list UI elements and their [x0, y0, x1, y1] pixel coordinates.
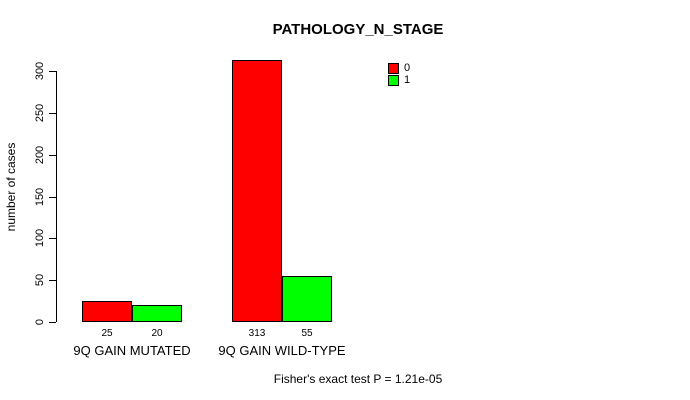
y-axis-tick-label: 200 — [34, 145, 46, 164]
legend-item: 1 — [388, 75, 410, 86]
y-axis-tick-label: 0 — [34, 318, 46, 326]
y-axis-tick — [49, 197, 56, 198]
y-axis-tick — [49, 280, 56, 281]
y-axis-line — [56, 71, 57, 322]
y-axis-tick-label: 300 — [34, 61, 46, 81]
annotation-fisher-test: Fisher's exact test P = 1.21e-05 — [273, 372, 443, 386]
bar-group1-series1 — [282, 276, 332, 322]
bar-group0-series0 — [82, 301, 132, 322]
bar-group1-series0 — [232, 60, 282, 322]
bar-group0-series1 — [132, 305, 182, 322]
legend-label: 1 — [404, 74, 411, 86]
x-category-label: 9Q GAIN MUTATED — [73, 343, 191, 358]
legend-swatch — [388, 75, 399, 86]
bar-value-label: 20 — [151, 328, 163, 339]
chart-title: PATHOLOGY_N_STAGE — [272, 21, 444, 38]
y-axis-tick — [49, 322, 56, 323]
y-axis-tick-label: 50 — [34, 274, 46, 287]
legend-swatch — [388, 63, 399, 74]
y-axis-tick — [49, 155, 56, 156]
y-axis-tick — [49, 113, 56, 114]
bar-value-label: 25 — [101, 328, 113, 339]
y-axis-tick-label: 150 — [34, 187, 46, 206]
y-axis-tick-label: 250 — [34, 103, 46, 123]
y-axis-tick-label: 100 — [34, 229, 46, 248]
legend-item: 0 — [388, 63, 410, 74]
y-axis-label: number of cases — [4, 142, 18, 232]
y-axis-tick — [49, 71, 56, 72]
x-category-label: 9Q GAIN WILD-TYPE — [218, 343, 346, 358]
legend-label: 0 — [404, 62, 411, 74]
bar-value-label: 313 — [248, 328, 266, 339]
bar-value-label: 55 — [301, 328, 313, 339]
y-axis-tick — [49, 238, 56, 239]
